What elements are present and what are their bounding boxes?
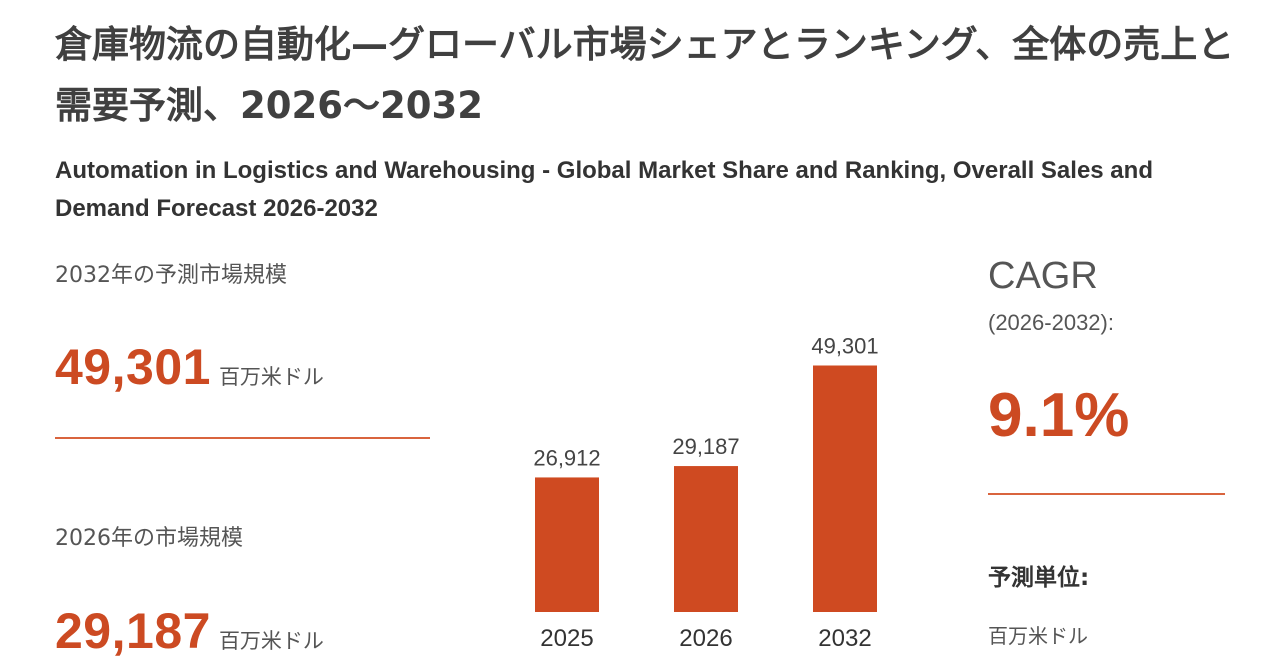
market-size-bar-chart: 26,912 2025 29,187 2026 49,301 2032 — [533, 333, 878, 652]
cagr-value: 9.1% — [988, 381, 1130, 450]
market-2026-row: 29,187 百万米ドル — [55, 602, 324, 660]
x-tick-label-2032: 2032 — [818, 625, 871, 652]
forecast-unit-heading: 予測単位: — [988, 565, 1090, 591]
x-tick-label-2025: 2025 — [540, 625, 593, 652]
forecast-2032-value: 49,301 — [55, 339, 211, 395]
x-tick-label-2026: 2026 — [679, 625, 732, 652]
forecast-2032-row: 49,301 百万米ドル — [55, 338, 324, 396]
forecast-2032-unit: 百万米ドル — [218, 365, 324, 389]
forecast-unit-value: 百万米ドル — [988, 624, 1088, 648]
market-2026-unit: 百万米ドル — [218, 629, 324, 653]
left-divider — [55, 437, 430, 439]
page-title-ja: 倉庫物流の自動化—グローバル市場シェアとランキング、全体の売上と需要予測、202… — [55, 23, 1235, 127]
cagr-range: (2026-2032): — [988, 310, 1114, 335]
right-divider — [988, 493, 1225, 495]
bar-value-label-2026: 29,187 — [672, 434, 739, 459]
market-2026-value: 29,187 — [55, 603, 211, 659]
bar-value-label-2025: 26,912 — [533, 445, 600, 470]
page-title-en: Automation in Logistics and Warehousing … — [55, 157, 1153, 222]
cagr-title: CAGR — [988, 255, 1098, 297]
bar-2026 — [674, 466, 738, 612]
forecast-2032-label: 2032年の予測市場規模 — [55, 263, 287, 288]
market-2026-label: 2026年の市場規模 — [55, 526, 243, 551]
bar-value-label-2032: 49,301 — [811, 333, 878, 358]
bar-2032 — [813, 365, 877, 612]
bar-2025 — [535, 477, 599, 612]
